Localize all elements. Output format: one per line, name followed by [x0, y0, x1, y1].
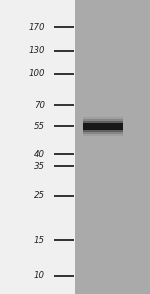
Text: 40: 40 — [34, 150, 45, 159]
Text: 15: 15 — [34, 236, 45, 245]
Text: 100: 100 — [28, 69, 45, 78]
Bar — [82, 123, 123, 130]
Text: 10: 10 — [34, 271, 45, 280]
Text: 130: 130 — [28, 46, 45, 55]
Text: 25: 25 — [34, 191, 45, 200]
Bar — [82, 121, 123, 132]
Text: 70: 70 — [34, 101, 45, 110]
Bar — [82, 119, 123, 134]
Bar — [75, 0, 150, 294]
Text: 35: 35 — [34, 161, 45, 171]
Bar — [82, 117, 123, 136]
Text: 55: 55 — [34, 122, 45, 131]
Text: 170: 170 — [28, 23, 45, 32]
